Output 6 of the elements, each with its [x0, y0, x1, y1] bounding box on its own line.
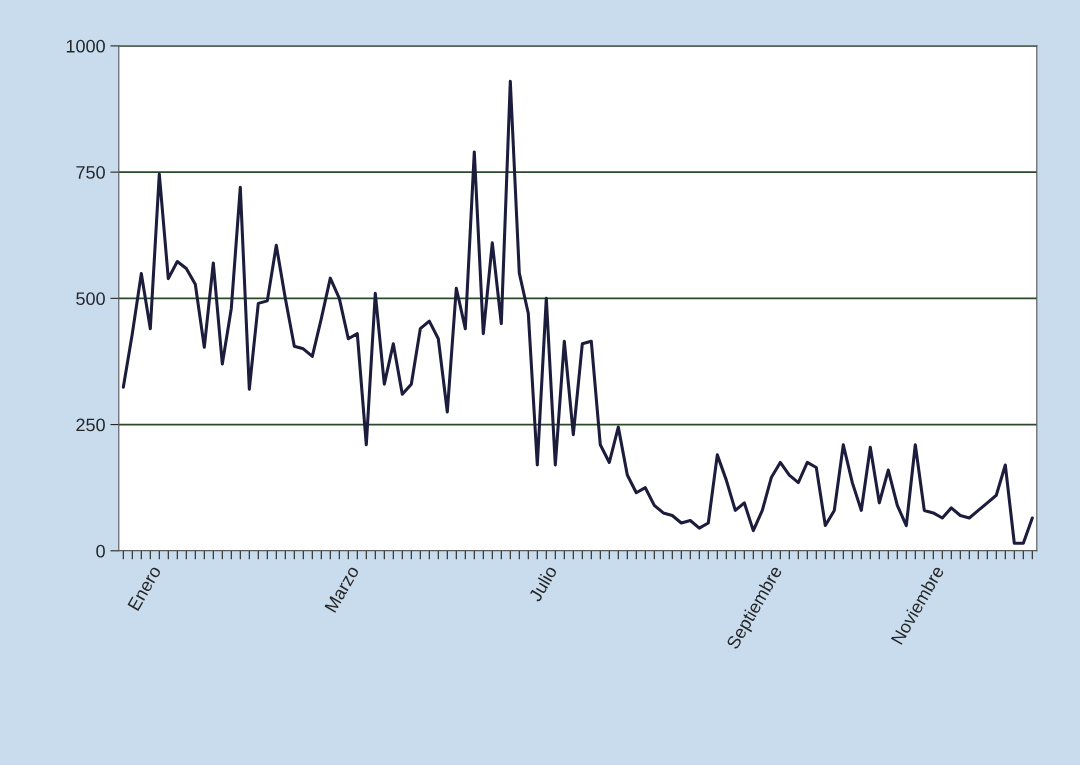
- y-tick-label: 500: [76, 292, 105, 306]
- y-tick-label: 750: [76, 166, 105, 179]
- y-tick-label: 0: [96, 544, 105, 558]
- y-tick-label: 1000: [66, 39, 105, 53]
- line-series: [121, 79, 1034, 545]
- y-tick-label: 250: [76, 418, 105, 432]
